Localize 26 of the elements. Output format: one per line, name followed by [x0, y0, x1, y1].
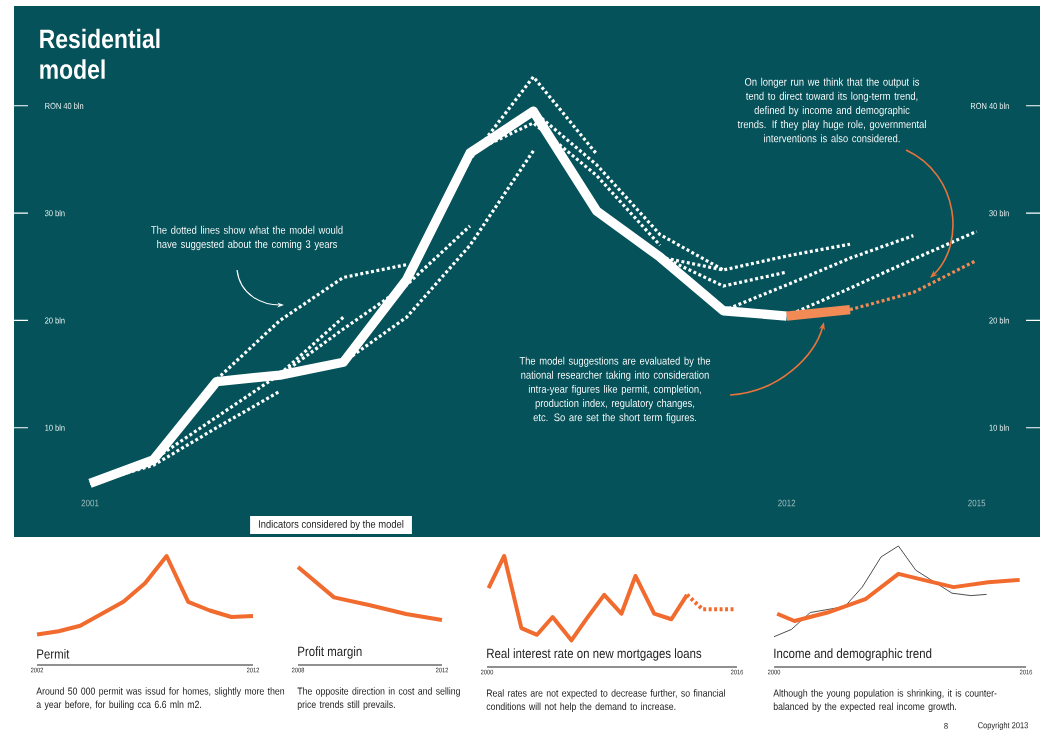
text: The opposite direction in cost and selling price trends still prevails. — [297, 687, 460, 711]
y2-tick-label: 10 bln — [989, 424, 1009, 431]
text: Profit margin — [298, 646, 362, 659]
x-tick-label: 2015 — [968, 499, 986, 507]
y2-tick-label: RON 40 bln — [970, 102, 1009, 109]
y-tick-label: 20 bln — [45, 317, 65, 324]
text: Permit — [37, 648, 70, 659]
text: Around 50 000 permit was issud for homes, slightly more then a year before, for builing cca 6.6 mln m2. — [36, 687, 285, 711]
y-tick-label: RON 40 bln — [45, 102, 84, 109]
text: Real interest rate on new mortgages loans — [487, 648, 702, 661]
y-tick-label: 30 bln — [45, 209, 65, 217]
y2-tick-label: 30 bln — [989, 209, 1009, 217]
y-tick-label: 10 bln — [45, 424, 65, 431]
x-tick-label: 2012 — [778, 499, 796, 507]
annotation: Indicators considered by the model — [258, 519, 404, 531]
x-tick-label: 2001 — [81, 499, 99, 507]
text: Residential model — [40, 28, 160, 79]
text: Although the young population is shrinking, it is counter-balanced by the expected real income growth. — [773, 689, 997, 713]
annotation: The model suggestions are evaluated by the national researcher taking into consideration intra-year figures like permit, completion, production index, regulatory changes, etc. So are set the short term figures. — [519, 356, 711, 424]
annotation: On longer run we think that the output is tend to direct toward its long-term trend, defined by income and demographic trends. If they play huge role, governmental interventions is also considered. — [737, 77, 926, 143]
text: 8 — [944, 722, 948, 730]
y2-tick-label: 20 bln — [989, 317, 1009, 324]
text: Copyright 2013 — [978, 721, 1028, 731]
text: Real rates are not expected to decrease further, so financial conditions will not help the demand to increase. — [486, 689, 725, 713]
annotation: The dotted lines show what the model would have suggested about the coming 3 years — [151, 225, 343, 251]
text: Income and demographic trend — [774, 648, 932, 661]
